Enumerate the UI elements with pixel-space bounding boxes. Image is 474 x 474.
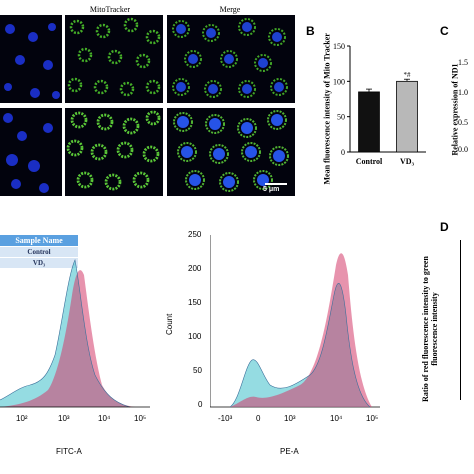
legend-header: Sample Name [0,235,78,246]
flow-right-xtick-2: 10³ [284,414,296,423]
mito-control-image [67,17,161,97]
dapi-vd3-image [3,113,53,193]
panel-d-axis [460,240,461,400]
flow-right-ytick-0: 0 [198,400,203,409]
flow-right-ytick-1: 50 [193,366,202,375]
header-mitotracker: MitoTracker [89,5,131,14]
flow-right-xtick-1: 0 [256,414,261,423]
micro-mito-vd3 [65,108,163,196]
legend-item-control: Control [0,246,78,257]
micro-dapi-control [0,15,62,103]
flow-left-curve-vd3 [0,260,130,407]
flow-right-curve-control [230,253,372,407]
flow-right-xtick-4: 10⁵ [366,414,379,423]
micro-merge-vd3: 5 μm [167,108,295,196]
flow-right-ylabel: Count [165,313,174,335]
significance-annotation: *# [404,71,412,79]
micro-merge-control [167,15,295,103]
flow-right-xtick-3: 10⁴ [330,414,343,423]
panel-d-ylabel: Ratio of red fluorescence intensity to g… [421,256,439,402]
flow-right-histogram [207,234,380,410]
panel-b-ytick-0: 0 [341,148,345,157]
flow-right-ytick-3: 150 [188,298,202,307]
micro-mito-control [65,15,163,103]
flow-left-xtick-3: 10⁵ [134,414,147,423]
category-label-vd3: VD₃ [400,157,415,166]
flow-left-legend: Sample Name Control VD₃ [0,235,78,268]
panel-b-ytick-1: 50 [337,113,345,122]
flow-right-svg [207,234,380,408]
panel-c-letter: C [440,24,449,38]
panel-b-letter: B [306,24,315,38]
flow-left-curve-control [0,270,135,407]
legend-item-vd3: VD₃ [0,257,78,268]
panel-b-chart: 0 50 100 150 Control VD₃ *# [330,40,430,180]
category-label-control: Control [356,157,383,166]
panel-b-ytick-2: 100 [333,77,345,86]
flow-left-xtick-0: 10² [16,414,28,423]
panel-c-ytick-0: 0.0 [458,145,468,154]
flow-right-ytick-2: 100 [188,332,202,341]
flow-left-histogram [0,225,150,410]
flow-left-xlabel: FITC-A [56,447,82,456]
panel-d-letter: D [440,220,449,234]
merge-control-image [172,18,288,98]
dapi-control-image [4,23,60,99]
scale-bar-label: 5 μm [263,186,280,193]
flow-right-ytick-5: 250 [188,230,202,239]
bar-control [358,91,380,153]
flow-left-xtick-2: 10⁴ [98,414,111,423]
merge-vd3-image [173,110,289,192]
flow-right-ytick-4: 200 [188,264,202,273]
flow-left-xtick-1: 10³ [58,414,70,423]
panel-c-ytick-2: 1.0 [458,88,468,97]
mito-vd3-image [66,110,161,191]
flow-right-xtick-0: -10³ [218,414,233,423]
panel-c-ytick-1: 0.5 [458,118,468,127]
bar-vd3 [396,80,418,153]
panel-c-ytick-3: 1.5 [458,58,468,67]
panel-b-ytick-3: 150 [333,42,345,51]
header-merge: Merge [219,5,241,14]
flow-right-xlabel: PE-A [280,447,299,456]
panel-b-svg: 0 50 100 150 Control VD₃ *# [333,42,426,166]
flow-left-svg [0,259,150,408]
micro-dapi-vd3 [0,108,62,196]
